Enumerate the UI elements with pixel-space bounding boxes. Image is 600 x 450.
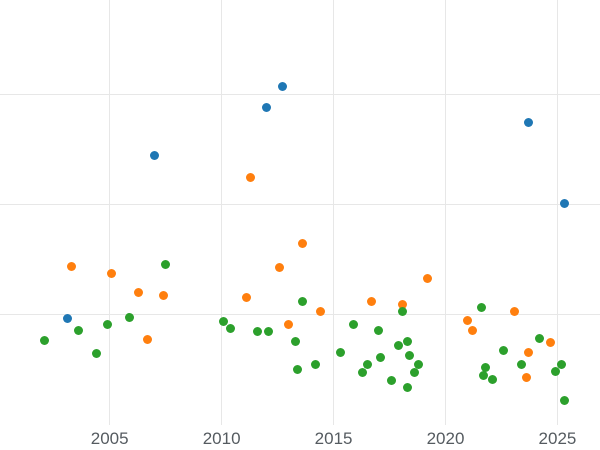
data-point-green bbox=[488, 375, 498, 385]
data-point-green bbox=[535, 333, 545, 343]
data-point-green bbox=[362, 359, 372, 369]
data-point-orange bbox=[546, 337, 556, 347]
data-point-orange bbox=[398, 300, 408, 310]
data-point-green bbox=[405, 351, 415, 361]
data-point-orange bbox=[423, 274, 433, 284]
data-point-green bbox=[373, 325, 383, 335]
data-point-orange bbox=[275, 263, 285, 273]
data-point-green bbox=[387, 376, 397, 386]
data-point-orange bbox=[246, 172, 256, 182]
data-point-green bbox=[102, 320, 112, 330]
x-tick-label: 2010 bbox=[202, 429, 241, 448]
x-tick-label: 2005 bbox=[90, 429, 129, 448]
gridline-vertical bbox=[445, 0, 447, 425]
data-point-green bbox=[73, 325, 83, 335]
data-point-green bbox=[402, 336, 412, 346]
data-point-orange bbox=[67, 261, 77, 271]
data-point-orange bbox=[463, 315, 473, 325]
gridline-vertical bbox=[556, 0, 558, 425]
data-point-orange bbox=[134, 288, 144, 298]
gridline-horizontal bbox=[0, 204, 600, 206]
data-point-green bbox=[394, 341, 403, 351]
data-point-green bbox=[499, 345, 509, 355]
gridline-vertical bbox=[221, 0, 223, 425]
data-point-blue bbox=[149, 150, 159, 160]
data-point-green bbox=[335, 347, 345, 357]
gridline-vertical bbox=[333, 0, 335, 425]
x-tick-label: 2015 bbox=[314, 429, 353, 448]
data-point-orange bbox=[315, 307, 325, 317]
data-point-blue bbox=[62, 313, 72, 323]
data-point-green bbox=[226, 323, 236, 333]
data-point-blue bbox=[523, 117, 533, 127]
data-point-green bbox=[349, 320, 359, 330]
data-point-green bbox=[293, 365, 303, 375]
data-point-green bbox=[125, 312, 135, 322]
data-point-green bbox=[517, 359, 527, 369]
data-point-blue bbox=[261, 103, 271, 113]
x-tick-label: 2020 bbox=[426, 429, 465, 448]
data-point-orange bbox=[143, 334, 153, 344]
data-point-orange bbox=[297, 238, 307, 248]
data-point-green bbox=[264, 326, 274, 336]
data-point-green bbox=[476, 302, 486, 312]
data-point-blue bbox=[277, 82, 287, 92]
data-point-orange bbox=[158, 290, 168, 300]
data-point-green bbox=[402, 383, 412, 393]
data-point-green bbox=[376, 353, 386, 363]
data-point-green bbox=[311, 359, 321, 369]
data-point-orange bbox=[521, 373, 531, 383]
data-point-green bbox=[219, 317, 229, 326]
data-point-green bbox=[398, 307, 408, 317]
gridline-horizontal bbox=[0, 314, 600, 316]
data-point-green bbox=[40, 335, 50, 345]
gridline-horizontal bbox=[0, 94, 600, 96]
data-point-blue bbox=[559, 199, 569, 209]
data-point-green bbox=[559, 396, 569, 406]
data-point-green bbox=[161, 259, 171, 269]
data-point-orange bbox=[510, 307, 520, 317]
data-point-green bbox=[550, 366, 560, 376]
data-point-orange bbox=[284, 320, 294, 330]
data-point-green bbox=[409, 367, 419, 377]
data-point-orange bbox=[467, 325, 477, 335]
data-point-green bbox=[414, 359, 424, 369]
data-point-orange bbox=[107, 268, 117, 278]
data-point-green bbox=[358, 367, 368, 377]
data-point-orange bbox=[241, 292, 251, 302]
data-point-green bbox=[252, 326, 262, 336]
data-point-green bbox=[557, 359, 567, 369]
data-point-green bbox=[297, 297, 307, 307]
data-point-orange bbox=[367, 297, 377, 307]
data-point-green bbox=[481, 363, 491, 373]
data-point-green bbox=[479, 370, 489, 380]
gridline-vertical bbox=[109, 0, 111, 425]
data-point-green bbox=[291, 336, 301, 346]
data-point-green bbox=[91, 348, 101, 358]
x-tick-label: 2025 bbox=[538, 429, 577, 448]
data-point-orange bbox=[523, 347, 533, 357]
